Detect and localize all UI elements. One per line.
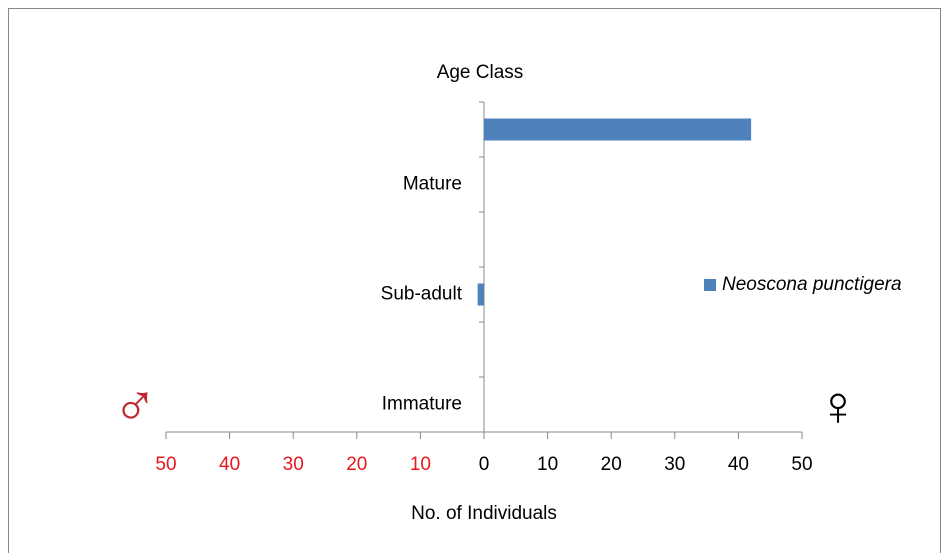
x-tick-label: 20: [346, 454, 367, 475]
x-tick-label: 20: [601, 454, 622, 475]
x-tick-label: 30: [283, 454, 304, 475]
x-tick-label: 40: [219, 454, 240, 475]
bar: [484, 118, 752, 141]
chart-title: Age Class: [437, 62, 524, 83]
x-tick-label: 0: [479, 454, 490, 475]
x-tick-label: 10: [410, 454, 431, 475]
legend-label: Neoscona punctigera: [722, 274, 902, 295]
x-tick-label: 30: [664, 454, 685, 475]
y-tick-label: Immature: [382, 394, 462, 415]
x-tick-label: 50: [155, 454, 176, 475]
female-symbol: ♀: [817, 374, 859, 437]
x-tick-label: 50: [791, 454, 812, 475]
legend-swatch: [704, 279, 716, 291]
x-axis-label: No. of Individuals: [411, 503, 557, 524]
chart-border: [8, 8, 941, 554]
x-tick-label: 10: [537, 454, 558, 475]
y-tick-label: Sub-adult: [381, 284, 463, 305]
bar: [477, 283, 484, 306]
x-tick-label: 40: [728, 454, 749, 475]
y-tick-label: Mature: [403, 174, 462, 195]
male-symbol: ♂: [113, 372, 158, 439]
